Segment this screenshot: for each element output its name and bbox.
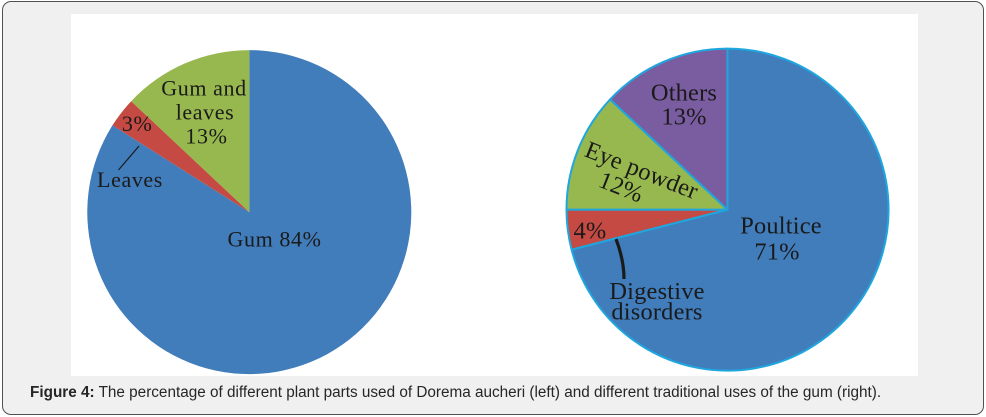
svg-text:71%: 71% [754, 239, 799, 266]
svg-text:13%: 13% [185, 124, 227, 149]
svg-text:Digestive: Digestive [609, 278, 704, 305]
svg-text:13%: 13% [661, 104, 706, 131]
svg-text:4%: 4% [574, 218, 607, 245]
svg-text:Leaves: Leaves [97, 167, 163, 192]
svg-text:Poultice: Poultice [740, 213, 822, 240]
svg-text:3%: 3% [122, 111, 153, 136]
svg-text:Gum 84%: Gum 84% [227, 227, 321, 252]
svg-text:disorders: disorders [611, 299, 702, 326]
svg-text:Others: Others [651, 80, 717, 107]
svg-text:Gum and: Gum and [161, 76, 246, 101]
svg-text:leaves: leaves [176, 100, 235, 125]
